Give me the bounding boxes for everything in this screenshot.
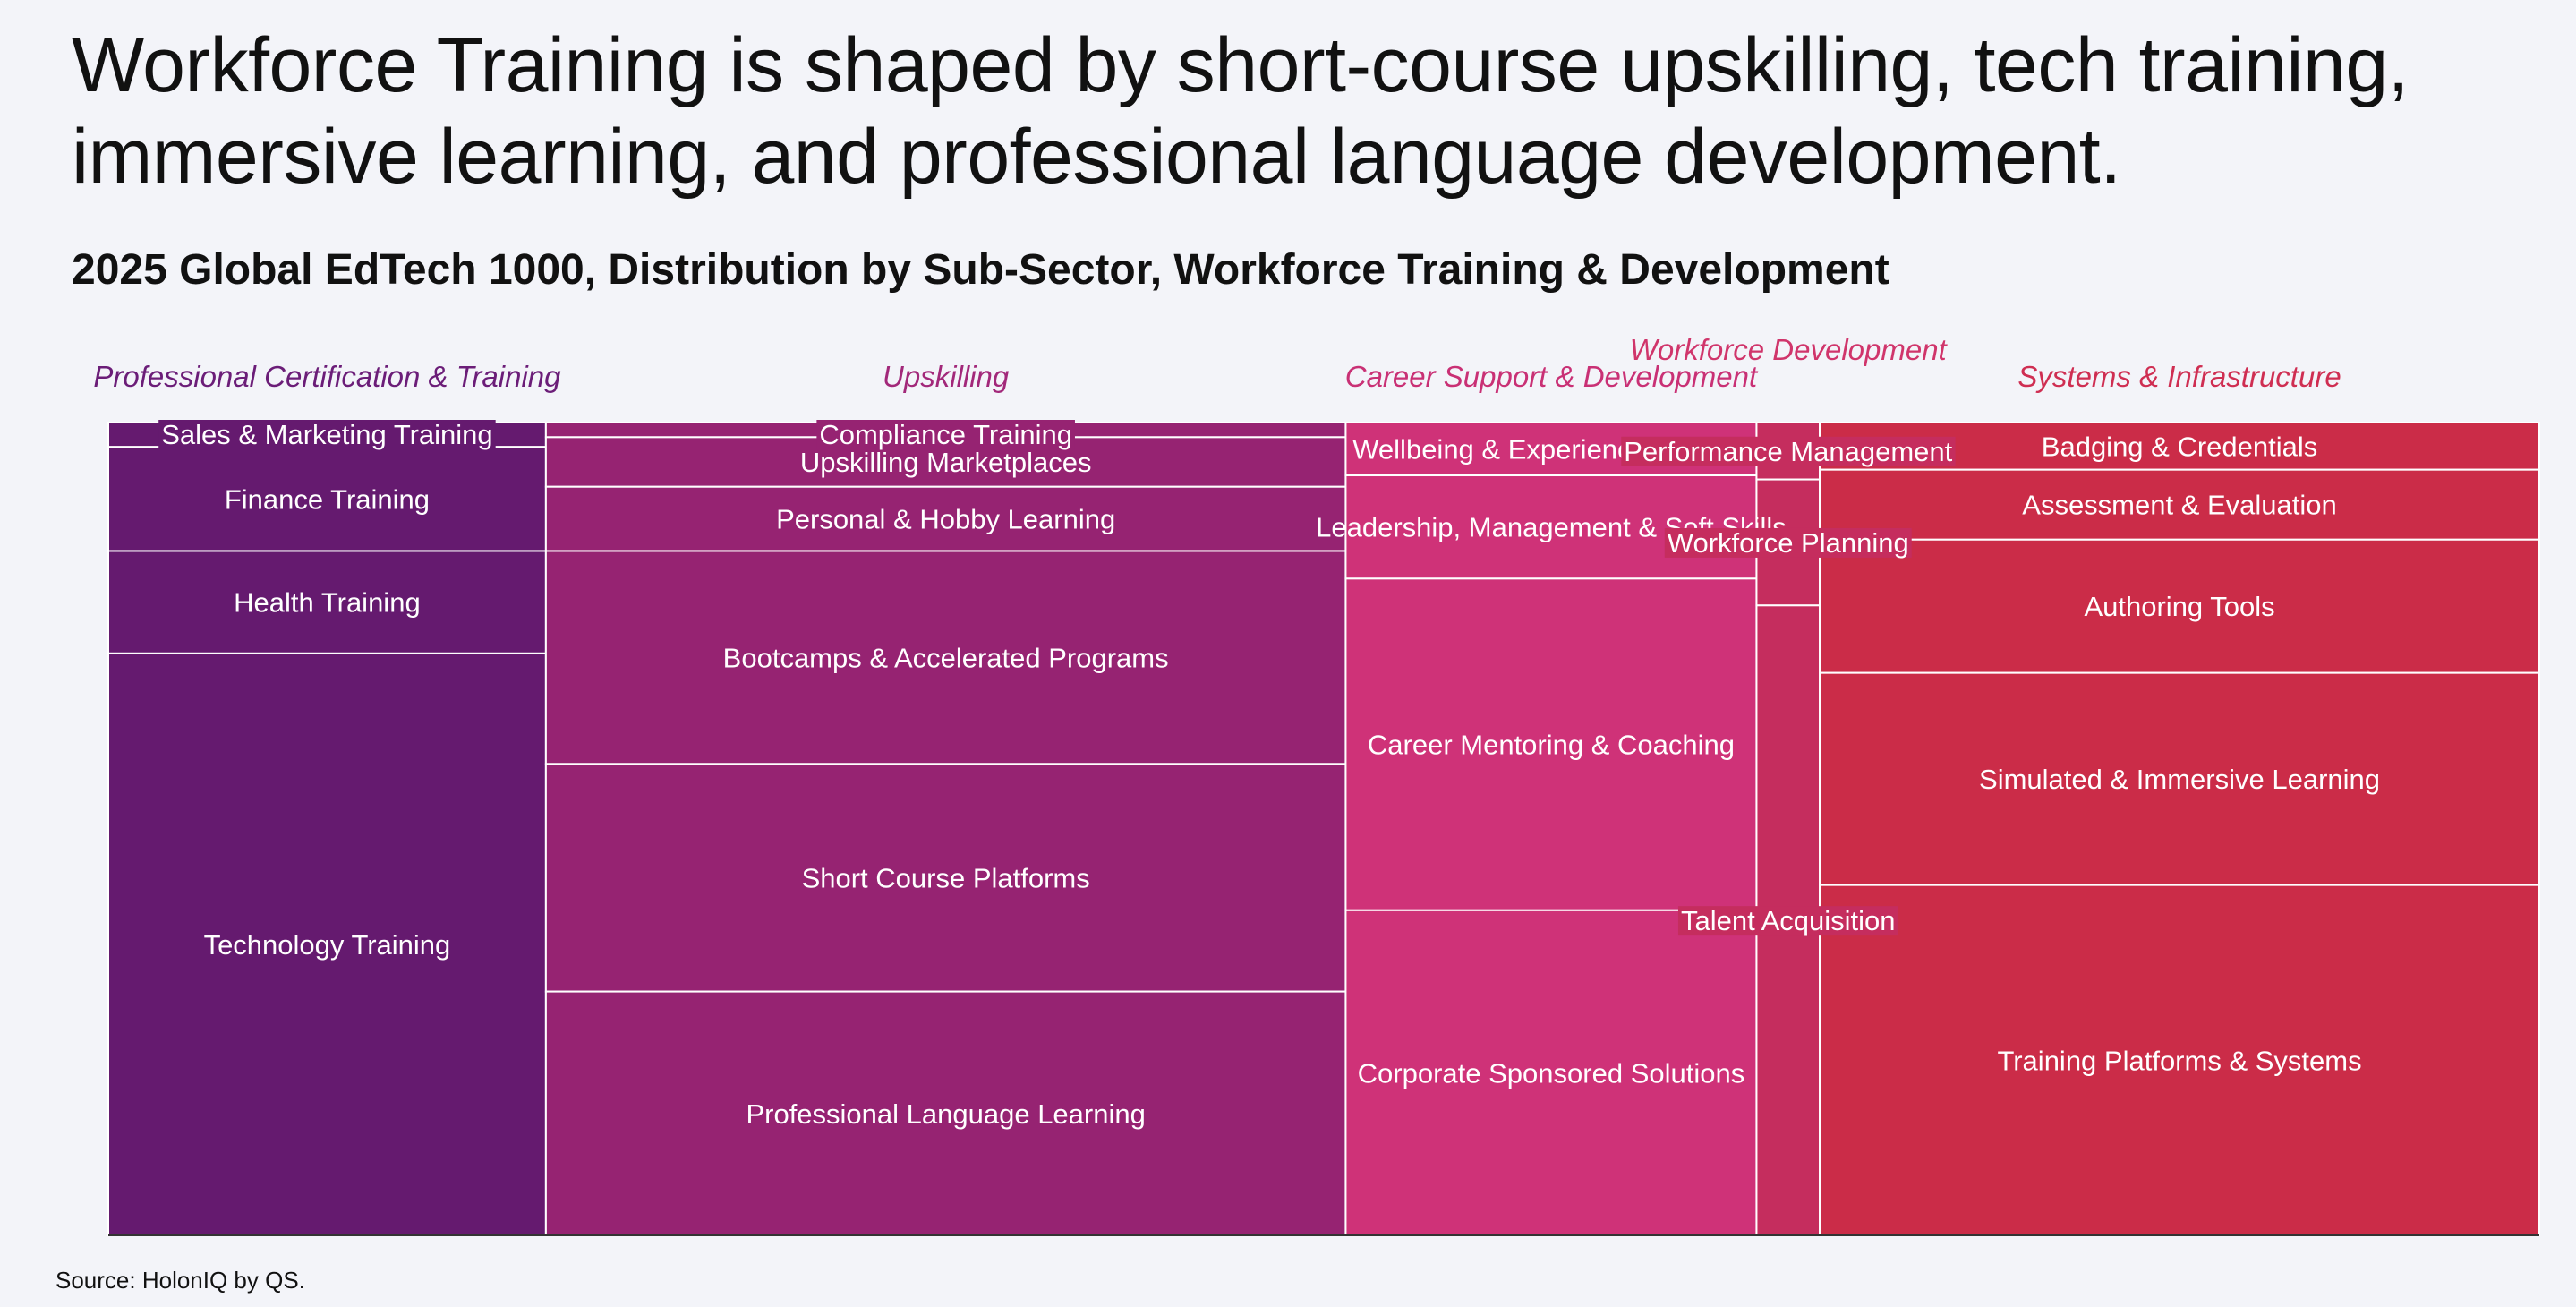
segment-simulated-and-immersive-learning — [1819, 671, 2540, 886]
segment-corporate-sponsored-solutions — [1344, 909, 1758, 1236]
column-career-support-and-development — [1344, 422, 1758, 1236]
chart-subtitle: 2025 Global EdTech 1000, Distribution by… — [72, 246, 1889, 294]
segment-label-personal-and-hobby-learning: Personal & Hobby Learning — [776, 504, 1115, 535]
segment-label-authoring-tools: Authoring Tools — [2084, 591, 2274, 622]
segment-label-training-platforms-and-systems: Training Platforms & Systems — [1997, 1045, 2361, 1076]
category-label-career-support-and-development: Career Support & Development — [1345, 360, 1759, 393]
segment-label-performance-management: Performance Management — [1624, 436, 1952, 467]
category-label-workforce-development: Workforce Development — [1630, 333, 1949, 366]
segment-label-finance-training: Finance Training — [225, 483, 430, 515]
segment-technology-training — [107, 652, 547, 1236]
segment-label-talent-acquisition: Talent Acquisition — [1681, 905, 1896, 936]
segment-label-compliance-training: Compliance Training — [819, 419, 1072, 450]
category-label-upskilling: Upskilling — [883, 360, 1010, 393]
chart-title: Workforce Training is shaped by short-co… — [72, 22, 2410, 200]
category-label-professional-certification-and-training: Professional Certification & Training — [93, 360, 561, 393]
segment-label-assessment-and-evaluation: Assessment & Evaluation — [2022, 490, 2337, 521]
segment-label-backing — [158, 420, 496, 449]
segment-label-backing — [816, 420, 1075, 449]
segment-assessment-and-evaluation — [1819, 468, 2540, 541]
source-note: Source: HolonIQ by QS. — [55, 1267, 305, 1294]
segment-label-corporate-sponsored-solutions: Corporate Sponsored Solutions — [1358, 1057, 1745, 1089]
segment-label-sales-and-marketing-training: Sales & Marketing Training — [161, 419, 492, 450]
column-systems-and-infrastructure — [1819, 422, 2540, 1236]
segment-leadership-management-and-soft-skills — [1344, 474, 1758, 580]
segment-label-upskilling-marketplaces: Upskilling Marketplaces — [800, 447, 1092, 478]
segment-training-platforms-and-systems — [1819, 884, 2540, 1236]
segment-short-course-platforms — [544, 763, 1347, 993]
segment-label-backing — [1677, 906, 1898, 936]
segment-bootcamps-and-accelerated-programs — [544, 550, 1347, 765]
segment-label-workforce-planning: Workforce Planning — [1668, 527, 1909, 559]
segment-label-badging-and-credentials: Badging & Credentials — [2042, 431, 2317, 462]
segment-label-short-course-platforms: Short Course Platforms — [802, 862, 1090, 893]
segment-label-technology-training: Technology Training — [204, 929, 451, 961]
segment-career-mentoring-and-coaching — [1344, 577, 1758, 911]
segment-label-professional-language-learning: Professional Language Learning — [746, 1098, 1145, 1130]
segment-label-backing — [1664, 527, 1912, 558]
segment-professional-language-learning — [544, 990, 1347, 1236]
segment-label-backing — [1621, 436, 1956, 466]
column-professional-certification-and-training — [107, 422, 547, 1236]
segment-label-career-mentoring-and-coaching: Career Mentoring & Coaching — [1368, 730, 1735, 761]
segment-label-simulated-and-immersive-learning: Simulated & Immersive Learning — [1979, 764, 2380, 795]
segment-label-bootcamps-and-accelerated-programs: Bootcamps & Accelerated Programs — [723, 642, 1169, 673]
segment-label-health-training: Health Training — [234, 587, 421, 619]
category-label-systems-and-infrastructure: Systems & Infrastructure — [2017, 360, 2341, 393]
segment-authoring-tools — [1819, 538, 2540, 674]
